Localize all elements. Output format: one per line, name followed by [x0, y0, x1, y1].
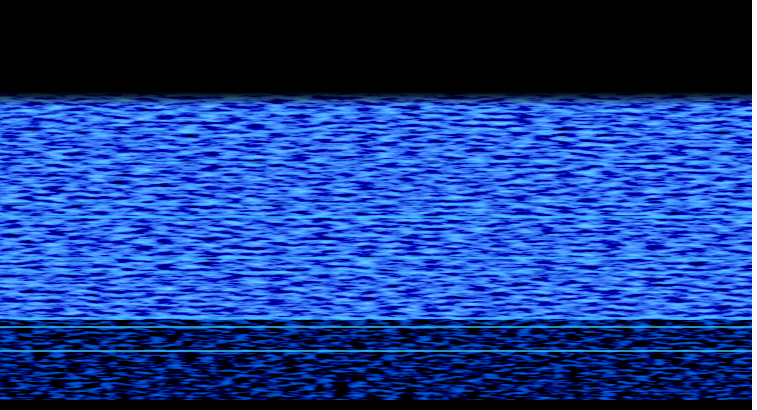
spectrum-band [0, 92, 752, 320]
band-fade [0, 92, 752, 106]
edge-strip [752, 0, 757, 410]
harmonic-lines [0, 111, 752, 352]
low-band [0, 320, 752, 400]
